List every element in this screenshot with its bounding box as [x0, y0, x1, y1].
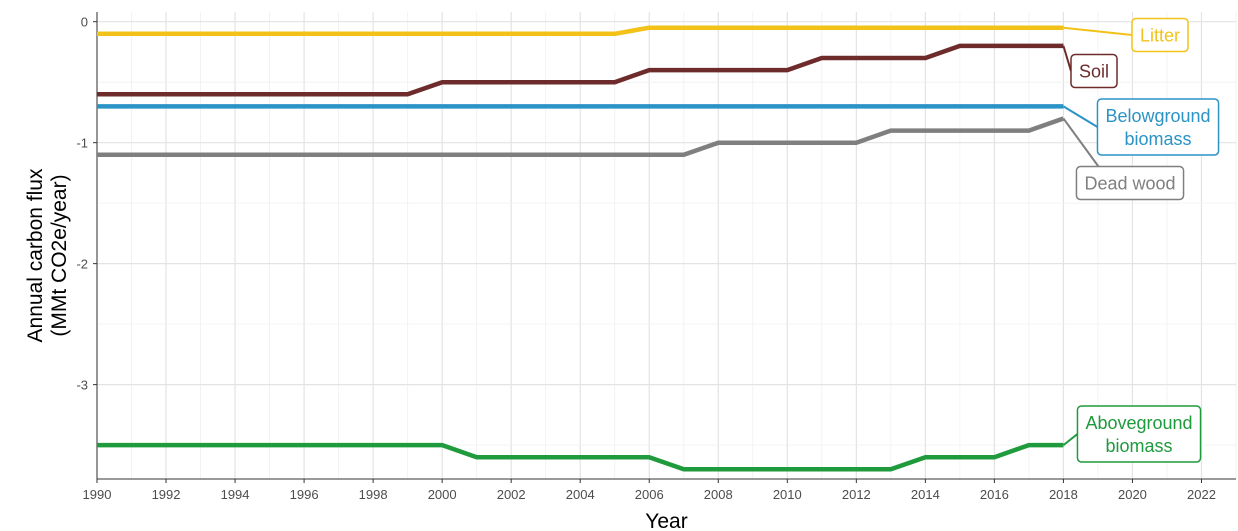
x-axis-title: Year	[645, 510, 687, 531]
series-label: Soil	[1079, 62, 1109, 82]
x-tick-label: 2020	[1118, 487, 1147, 502]
series-line-dead-wood	[97, 116, 1065, 158]
series-label: Litter	[1140, 26, 1180, 46]
y-tick-label: -2	[76, 257, 88, 272]
series-label: Belowground	[1105, 106, 1210, 126]
x-tick-label: 2000	[428, 487, 457, 502]
label-connector	[1062, 45, 1072, 72]
series-line-litter	[97, 25, 1064, 37]
x-tick-label: 1992	[152, 487, 181, 502]
series-label-box	[1131, 17, 1189, 53]
series-line-soil	[97, 43, 1064, 97]
grid-lines	[96, 12, 1237, 480]
x-tick-label: 2008	[704, 487, 733, 502]
y-axis-title-line: (MMt CO2e/year)	[48, 174, 71, 336]
series-labels: Litter Soil Belowground biomass Dead wood Abo…	[1062, 17, 1220, 463]
x-tick-label: 2016	[980, 487, 1009, 502]
x-tick-label: 1994	[221, 487, 250, 502]
x-tick-label: 2012	[842, 487, 871, 502]
label-connector	[1063, 26, 1133, 36]
series-lines	[97, 25, 1065, 472]
label-connector	[1062, 105, 1098, 128]
x-tick-label: 1996	[290, 487, 319, 502]
series-label-box	[1076, 405, 1202, 463]
series-label-box	[1075, 165, 1185, 201]
x-axis-ticks: 1990 1992 1994 1996 1998 2000 2002 2004 2006 2008…	[83, 479, 1216, 502]
series-label: Aboveground	[1085, 413, 1192, 433]
y-axis-title-line: Annual carbon flux	[24, 168, 47, 342]
x-tick-label: 2004	[566, 487, 595, 502]
label-connector	[1062, 433, 1079, 446]
series-label: Dead wood	[1084, 174, 1175, 194]
x-tick-label: 2018	[1049, 487, 1078, 502]
label-connector	[1062, 117, 1100, 168]
y-axis-title: Annual carbon flux(MMt CO2e/year)	[24, 168, 71, 342]
series-label: biomass	[1105, 436, 1172, 456]
y-tick-label: 0	[81, 15, 88, 30]
y-axis-ticks: 0 -1 -2 -3	[76, 15, 97, 393]
y-tick-label: -1	[76, 136, 88, 151]
x-tick-label: 1990	[83, 487, 112, 502]
x-tick-label: 2022	[1187, 487, 1216, 502]
series-label: biomass	[1124, 129, 1191, 149]
series-line-aboveground-biomass	[97, 442, 1064, 472]
plot-background	[97, 12, 1236, 479]
y-tick-label: -3	[76, 378, 88, 393]
x-tick-label: 1998	[359, 487, 388, 502]
series-label-box	[1096, 98, 1220, 156]
x-tick-label: 2002	[497, 487, 526, 502]
x-tick-label: 2006	[635, 487, 664, 502]
x-tick-label: 2014	[911, 487, 940, 502]
x-tick-label: 2010	[773, 487, 802, 502]
series-label-box	[1070, 53, 1118, 89]
